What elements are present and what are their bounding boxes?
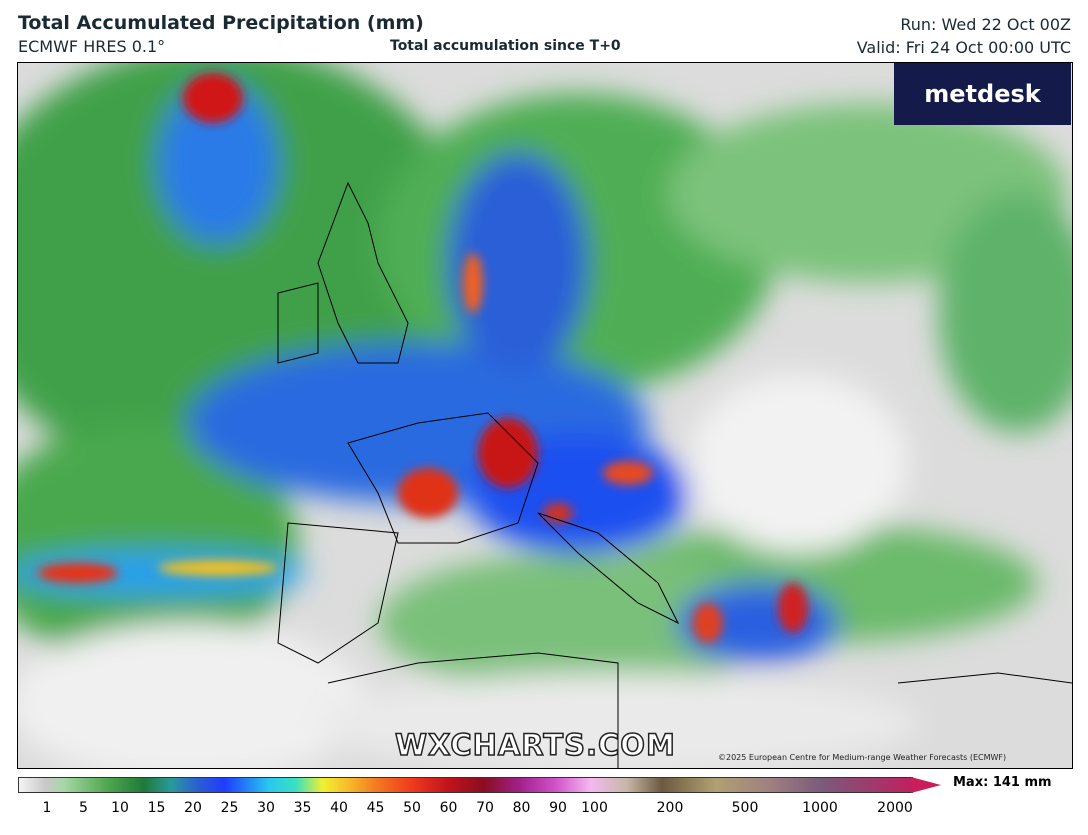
scale-tick-label: 60 (439, 800, 458, 816)
scale-tick-label: 50 (403, 800, 421, 816)
scale-tick-label: 25 (220, 800, 239, 816)
valid-time: Valid: Fri 24 Oct 00:00 UTC (856, 38, 1071, 57)
color-scale-arrow (911, 777, 941, 793)
scale-tick-label: 200 (656, 800, 684, 816)
precip-field (18, 63, 1072, 768)
map (17, 62, 1073, 769)
copyright: ©2025 European Centre for Medium-range W… (718, 753, 1007, 762)
scale-tick-label: 2000 (877, 800, 913, 816)
scale-tick-label: 1 (42, 800, 52, 816)
scale-tick-label: 100 (581, 800, 608, 816)
scale-tick-label: 1000 (802, 800, 838, 816)
scale-tick-label: 90 (549, 800, 567, 816)
run-time: Run: Wed 22 Oct 00Z (900, 15, 1071, 34)
scale-tick-label: 70 (476, 800, 494, 816)
model: ECMWF HRES 0.1° (18, 37, 166, 56)
scale-tick-label: 10 (111, 800, 129, 816)
subtitle: Total accumulation since T+0 (390, 38, 621, 54)
scale-tick-label: 30 (257, 800, 275, 816)
scale-tick-label: 35 (293, 800, 312, 816)
scale-tick-label: 15 (147, 800, 166, 816)
scale-tick-label: 20 (184, 800, 202, 816)
scale-tick-label: 45 (366, 800, 385, 816)
scale-tick-label: 5 (79, 800, 88, 816)
title: Total Accumulated Precipitation (mm) (18, 12, 424, 34)
scale-tick-label: 40 (330, 800, 348, 816)
watermark: WXCHARTS.COM (394, 727, 676, 763)
max-label: Max: 141 mm (953, 775, 1052, 790)
scale-tick-label: 80 (512, 800, 531, 816)
color-scale (18, 777, 913, 793)
logo: metdesk (894, 63, 1071, 125)
scale-tick-label: 500 (731, 800, 759, 816)
